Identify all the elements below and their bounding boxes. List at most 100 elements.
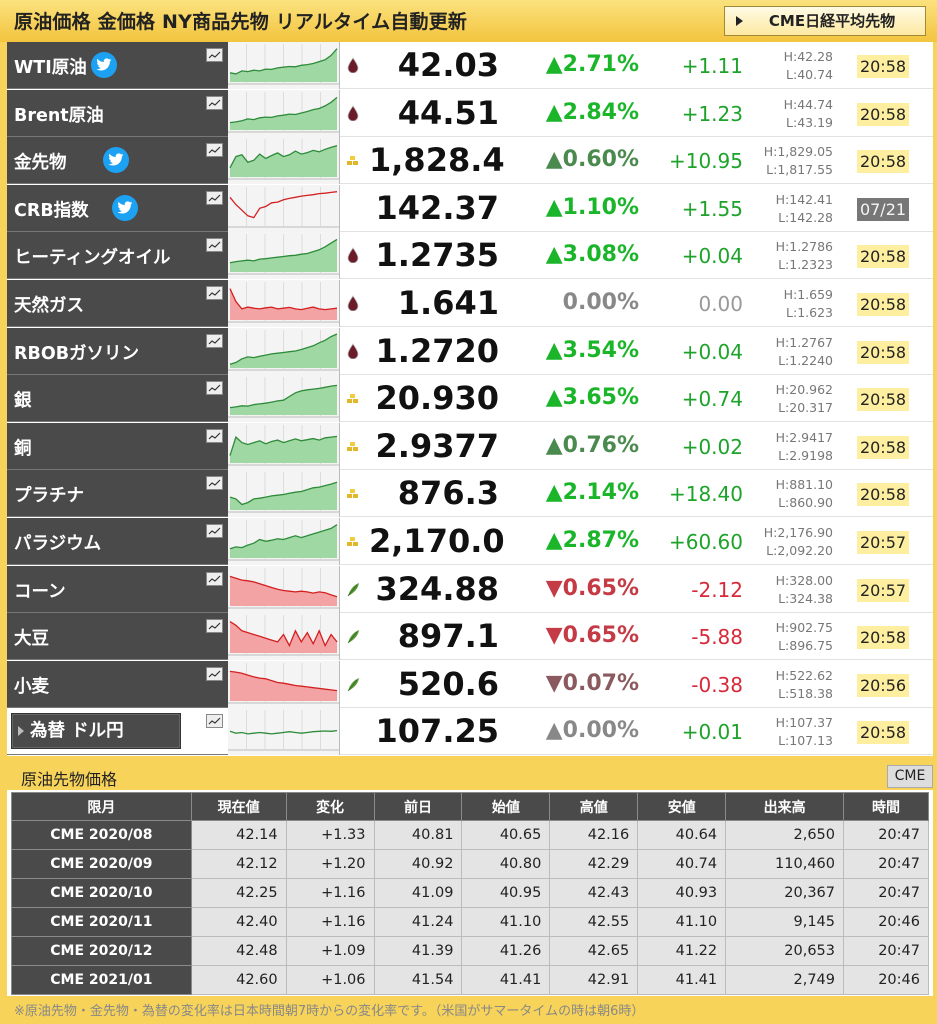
change-value: +0.01 bbox=[681, 720, 743, 745]
commodity-name-cell[interactable]: WTI原油 bbox=[7, 42, 228, 89]
chart-popup-icon[interactable] bbox=[206, 619, 223, 634]
commodity-name: 銅 bbox=[14, 438, 32, 459]
sparkline-chart[interactable] bbox=[228, 422, 340, 470]
commodity-name-cell[interactable]: プラチナ bbox=[7, 470, 228, 518]
commodity-name-cell[interactable]: ヒーティングオイル bbox=[7, 232, 228, 280]
commodity-name-cell[interactable]: CRB指数 bbox=[7, 184, 228, 232]
change-value: +1.11 bbox=[681, 54, 743, 78]
commodity-name-cell[interactable]: 大豆 bbox=[7, 613, 228, 661]
chart-popup-icon[interactable] bbox=[206, 48, 223, 62]
futures-table-body: CME 2020/08 42.14 +1.33 40.81 40.65 42.16 40.6… bbox=[11, 820, 929, 995]
contract-month: CME 2020/10 bbox=[11, 878, 192, 908]
chart-popup-icon[interactable] bbox=[206, 190, 223, 205]
sparkline-chart[interactable] bbox=[228, 42, 340, 89]
commodity-name-cell[interactable]: コーン bbox=[7, 565, 228, 613]
sparkline-svg bbox=[228, 186, 339, 228]
column-header: 限月 bbox=[11, 792, 192, 821]
sparkline-chart[interactable] bbox=[228, 613, 340, 661]
table-cell: 40.92 bbox=[373, 849, 463, 879]
sparkline-chart[interactable] bbox=[228, 232, 340, 280]
current-price: 520.6 bbox=[397, 664, 499, 703]
chart-popup-icon[interactable] bbox=[206, 238, 223, 253]
sparkline-chart[interactable] bbox=[228, 565, 340, 613]
chart-popup-icon[interactable] bbox=[206, 381, 223, 396]
chart-popup-icon[interactable] bbox=[206, 428, 223, 443]
commodity-board: WTI原油 42.03 ▲2.71% +1.11 H:42.28 L:40.74 20:58… bbox=[7, 42, 933, 756]
change-percent: ▲2.14% bbox=[545, 480, 639, 506]
table-cell: +1.33 bbox=[285, 820, 375, 850]
commodity-name-cell[interactable]: パラジウム bbox=[7, 518, 228, 565]
high-low: H:1,829.05 L:1,817.55 bbox=[753, 143, 833, 179]
table-cell: 40.64 bbox=[637, 820, 727, 850]
table-cell: 41.26 bbox=[461, 936, 551, 966]
table-cell: 2,650 bbox=[725, 820, 845, 850]
commodity-name-cell[interactable]: 銀 bbox=[7, 375, 228, 423]
change-value: +10.95 bbox=[668, 149, 743, 174]
sparkline-chart[interactable] bbox=[228, 518, 340, 565]
change-percent: ▲3.54% bbox=[545, 337, 639, 363]
futures-table: 限月 現在値 変化 前日 始値 高値 安値 出来高 時間 CME 2020/08 42.14 +1.… bbox=[11, 792, 929, 995]
twitter-icon[interactable] bbox=[112, 194, 138, 221]
futures-table-wrapper: 限月 現在値 変化 前日 始値 高値 安値 出来高 時間 CME 2020/08 42.14 +1.… bbox=[7, 790, 933, 996]
table-cell: 41.39 bbox=[373, 936, 463, 966]
sparkline-chart[interactable] bbox=[228, 660, 340, 708]
commodity-name-cell[interactable]: Brent原油 bbox=[7, 89, 228, 137]
high-value: H:1,829.05 bbox=[763, 144, 833, 160]
chart-popup-icon[interactable] bbox=[206, 286, 223, 300]
table-cell: 40.65 bbox=[461, 820, 551, 850]
chart-popup-icon[interactable] bbox=[206, 143, 223, 158]
commodity-name-cell[interactable]: 小麦 bbox=[7, 660, 228, 708]
chart-popup-icon[interactable] bbox=[206, 333, 223, 348]
table-cell: 42.65 bbox=[549, 936, 639, 966]
column-header: 前日 bbox=[373, 792, 463, 821]
commodity-name: 金先物 bbox=[14, 153, 67, 174]
chart-popup-icon[interactable] bbox=[206, 476, 223, 491]
commodity-name-cell[interactable]: 為替 ドル円 bbox=[7, 708, 228, 756]
twitter-icon[interactable] bbox=[103, 147, 129, 174]
sparkline-chart[interactable] bbox=[228, 708, 340, 756]
chart-popup-icon[interactable] bbox=[206, 571, 223, 586]
low-value: L:1.2323 bbox=[778, 257, 833, 273]
commodity-name-cell[interactable]: 金先物 bbox=[7, 137, 228, 185]
update-time-badge: 20:58 bbox=[857, 293, 909, 316]
commodity-name-cell[interactable]: 天然ガス bbox=[7, 280, 228, 327]
sparkline-line bbox=[229, 288, 338, 311]
sparkline-chart[interactable] bbox=[228, 89, 340, 137]
change-percent: ▼0.65% bbox=[545, 575, 639, 601]
sparkline-chart[interactable] bbox=[228, 137, 340, 185]
change-value: -2.12 bbox=[691, 577, 743, 602]
commodity-name: WTI原油 bbox=[14, 58, 87, 78]
cme-source-button[interactable]: CME bbox=[887, 765, 933, 788]
current-price: 44.51 bbox=[397, 93, 499, 132]
fx-usdjpy-button[interactable]: 為替 ドル円 bbox=[11, 713, 181, 750]
change-value: +0.74 bbox=[681, 387, 743, 412]
sparkline-chart[interactable] bbox=[228, 470, 340, 518]
sparkline-chart[interactable] bbox=[228, 280, 340, 327]
chart-popup-icon[interactable] bbox=[206, 714, 223, 729]
sparkline-chart[interactable] bbox=[228, 184, 340, 232]
change-percent: ▲3.08% bbox=[545, 242, 639, 268]
table-cell: 41.41 bbox=[637, 965, 727, 995]
table-cell: 20:46 bbox=[843, 907, 929, 937]
chart-popup-icon[interactable] bbox=[206, 95, 223, 110]
sparkline-chart[interactable] bbox=[228, 327, 340, 375]
sparkline-line bbox=[229, 524, 338, 550]
update-time-badge: 20:56 bbox=[857, 673, 909, 697]
commodity-name-cell[interactable]: RBOBガソリン bbox=[7, 327, 228, 375]
column-header: 安値 bbox=[637, 792, 727, 821]
update-time-badge: 20:58 bbox=[857, 340, 909, 364]
commodity-row: 銀 20.930 ▲3.65% +0.74 H:20.962 L:20.317 20:58 bbox=[7, 375, 933, 423]
header-bar: 原油価格 金価格 NY商品先物 リアルタイム自動更新 CME日経平均先物 bbox=[0, 0, 937, 42]
chart-popup-icon[interactable] bbox=[206, 666, 223, 681]
column-header: 現在値 bbox=[190, 792, 287, 821]
sparkline-svg bbox=[228, 44, 339, 85]
commodity-name: ヒーティングオイル bbox=[14, 248, 171, 269]
nikkei-futures-button[interactable]: CME日経平均先物 bbox=[724, 6, 926, 36]
low-value: L:860.90 bbox=[778, 495, 833, 511]
commodity-name-cell[interactable]: 銅 bbox=[7, 422, 228, 470]
sparkline-chart[interactable] bbox=[228, 375, 340, 423]
chart-popup-icon[interactable] bbox=[206, 524, 223, 538]
update-time-badge: 20:58 bbox=[857, 721, 909, 745]
twitter-icon[interactable] bbox=[91, 52, 117, 78]
sparkline-svg bbox=[228, 91, 339, 133]
